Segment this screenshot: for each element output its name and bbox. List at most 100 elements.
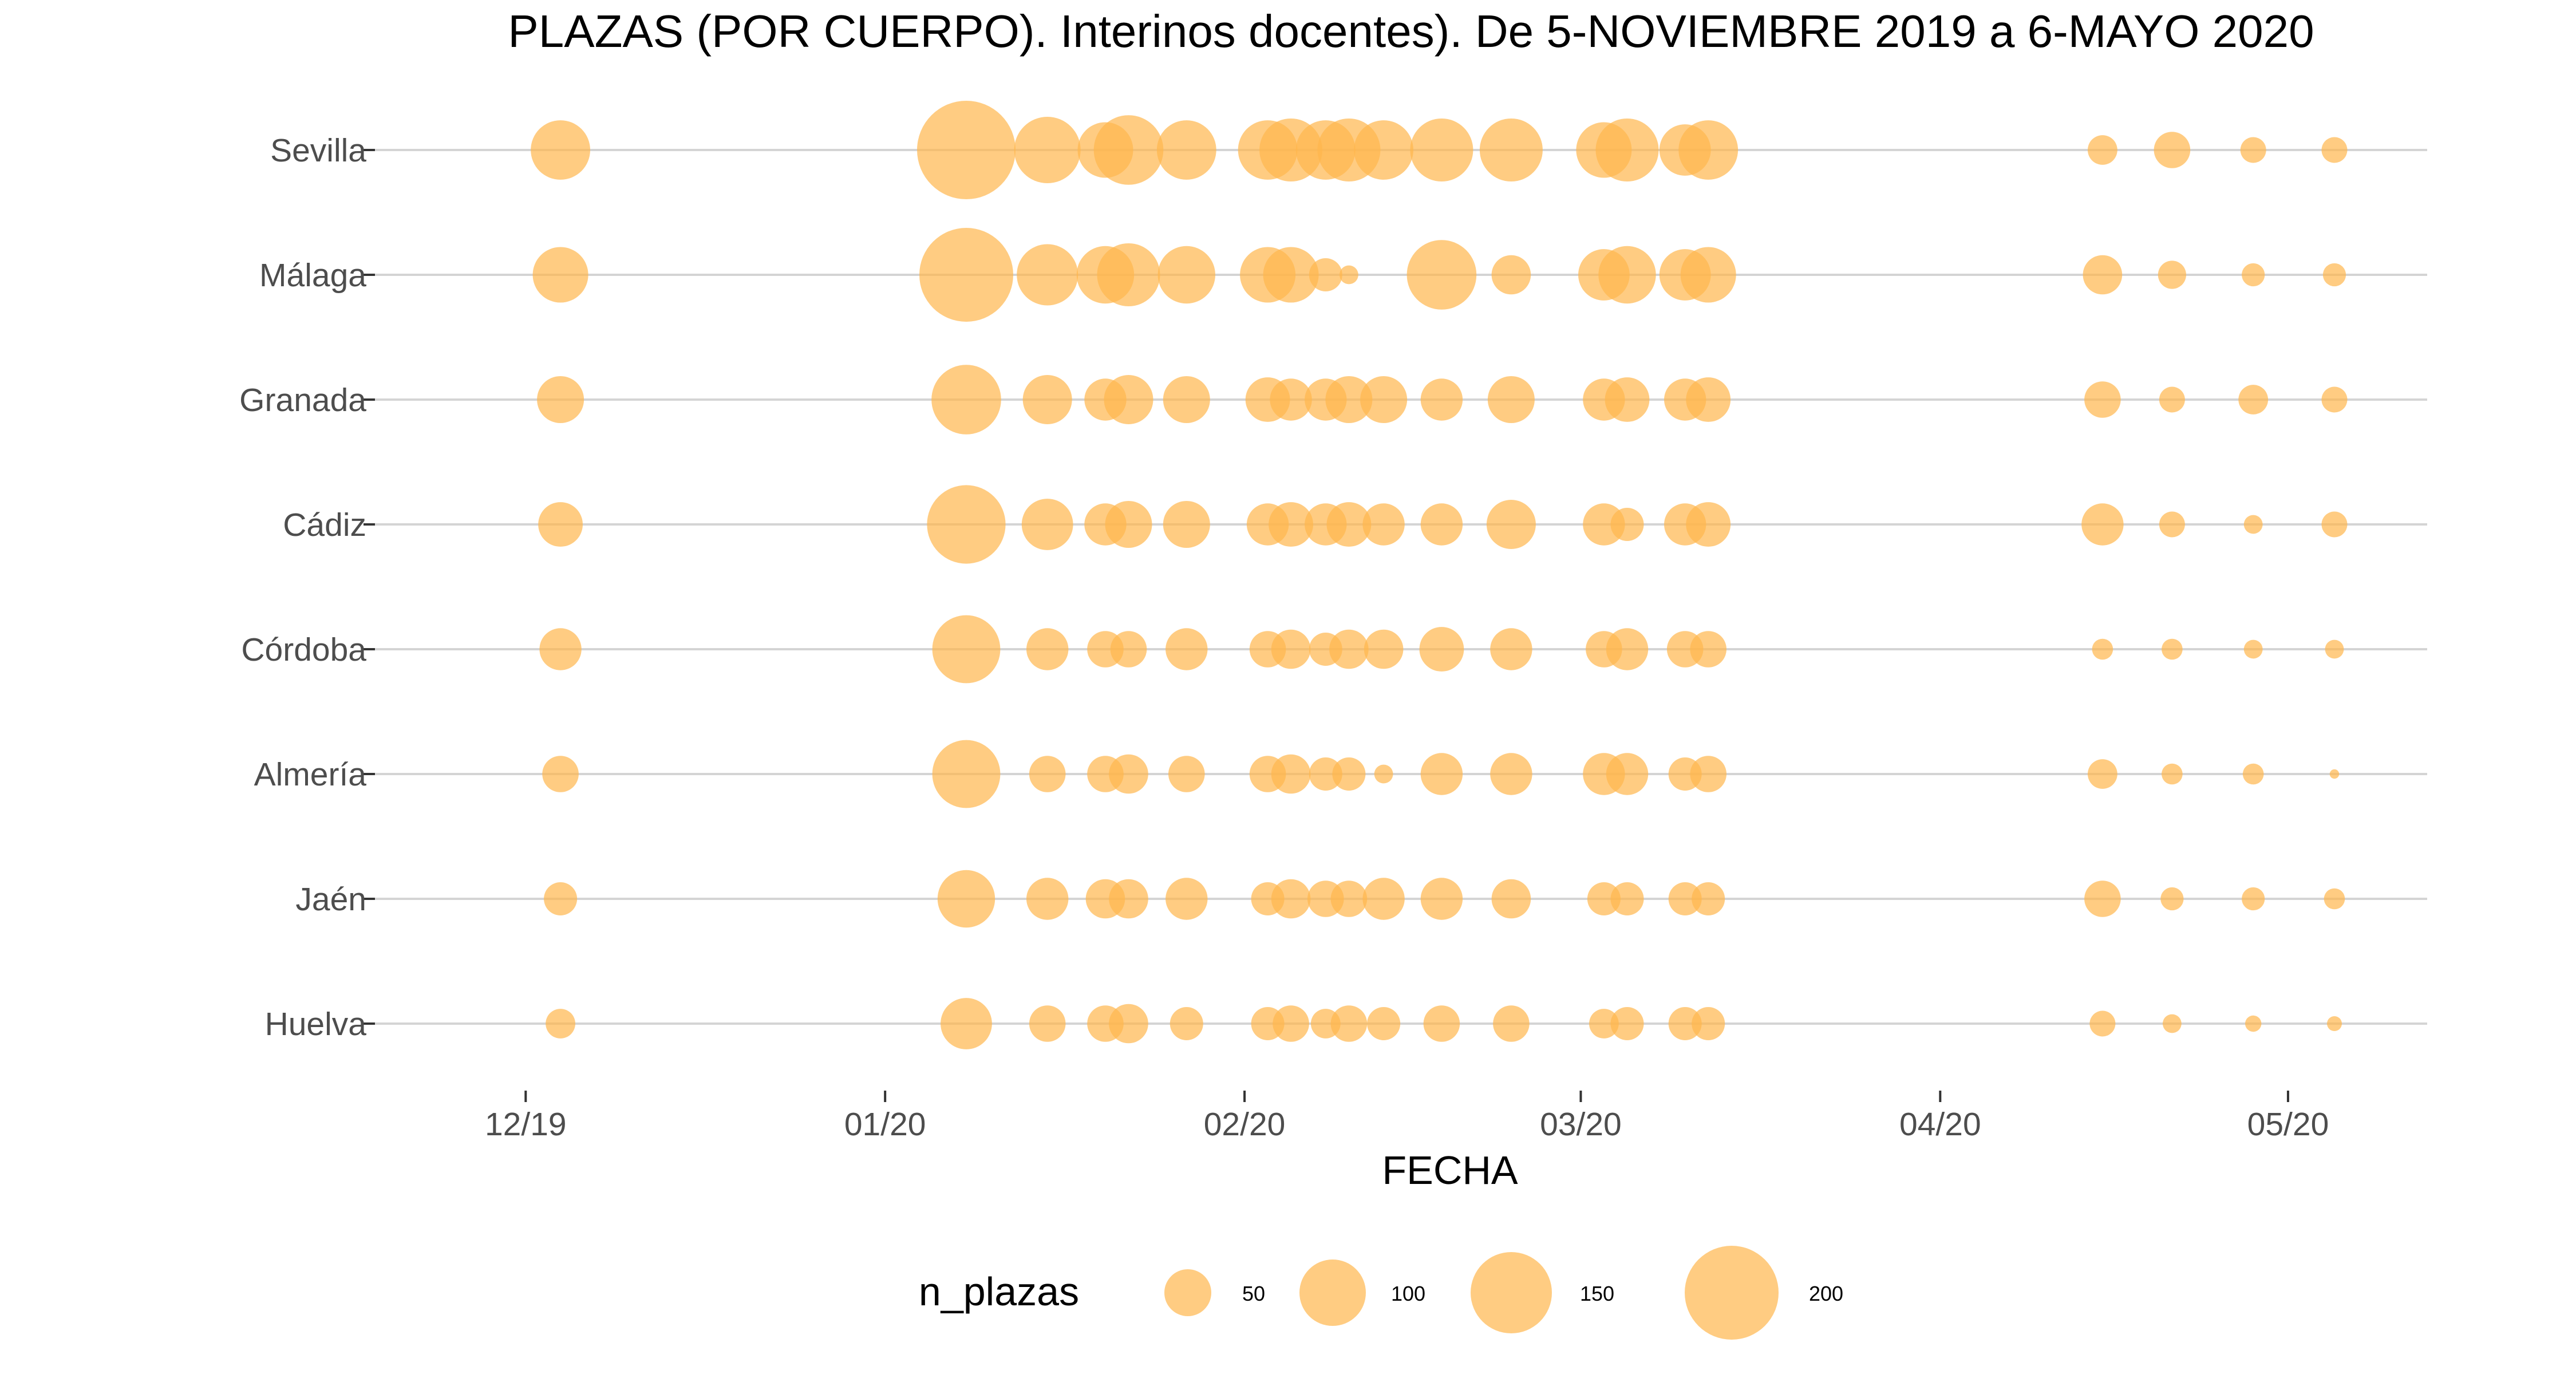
data-point-almeria [1332, 757, 1366, 791]
data-point-malaga [919, 228, 1013, 322]
data-point-jaen [1026, 878, 1069, 920]
data-point-granada [1605, 377, 1650, 422]
data-point-huelva [1668, 1007, 1702, 1040]
data-point-malaga [1340, 265, 1358, 285]
data-point-jaen [937, 870, 995, 928]
data-point-cadiz [1326, 502, 1372, 547]
data-point-malaga [1309, 258, 1342, 291]
data-point-cadiz [1105, 501, 1152, 548]
data-point-cordoba [2243, 639, 2263, 659]
data-point-sevilla [2088, 135, 2117, 165]
data-point-jaen [544, 882, 578, 915]
data-point-cordoba [1165, 628, 1208, 670]
data-point-sevilla [1678, 120, 1739, 180]
data-point-jaen [1362, 878, 1405, 920]
data-point-huelva [1493, 1005, 1530, 1042]
data-point-huelva [1367, 1007, 1401, 1040]
data-point-malaga [2158, 260, 2186, 289]
data-point-malaga [1097, 243, 1160, 306]
data-point-huelva [2163, 1014, 2182, 1033]
data-point-jaen [1330, 881, 1368, 917]
data-point-granada [2084, 381, 2121, 418]
data-point-jaen [2242, 887, 2265, 911]
legend-title: n_plazas [919, 1269, 1079, 1314]
legend-bubble [1299, 1260, 1366, 1326]
data-point-cordoba [1490, 628, 1532, 670]
y-axis: Sevilla Málaga Granada Cádiz Córdoba Almería J… [239, 132, 375, 1043]
data-point-malaga [1017, 244, 1078, 306]
data-point-cadiz [1610, 508, 1644, 541]
data-point-granada [1686, 377, 1731, 422]
x-tick-label: 01/20 [844, 1106, 926, 1143]
x-tick-label: 05/20 [2247, 1106, 2329, 1143]
y-tick-label-granada: Granada [239, 382, 366, 418]
data-point-malaga [2083, 255, 2123, 295]
data-point-sevilla [1354, 120, 1414, 180]
data-point-jaen [1668, 882, 1702, 915]
legend-label: 150 [1580, 1282, 1614, 1305]
data-point-cordoba [1271, 629, 1311, 669]
data-point-cadiz [2243, 515, 2263, 534]
x-tick-label: 04/20 [1899, 1106, 1981, 1143]
data-point-cadiz [927, 485, 1006, 564]
y-tick-label-cadiz: Cádiz [283, 507, 366, 543]
data-point-sevilla [1479, 119, 1543, 181]
legend-label: 50 [1242, 1282, 1265, 1305]
data-point-cadiz [2081, 503, 2124, 546]
data-point-malaga [532, 247, 588, 303]
data-point-almeria [2329, 769, 2340, 779]
legend-bubble [1471, 1252, 1552, 1333]
data-point-almeria [1271, 754, 1311, 794]
data-point-cadiz [1686, 502, 1731, 547]
data-point-huelva [1273, 1005, 1309, 1042]
y-tick-label-malaga: Málaga [259, 257, 366, 294]
y-tick-label-jaen: Jaén [295, 881, 366, 918]
data-point-almeria [1029, 756, 1066, 792]
data-point-granada [1104, 375, 1153, 424]
data-point-almeria [1490, 753, 1532, 795]
data-point-huelva [546, 1009, 575, 1039]
data-point-almeria [542, 756, 579, 792]
legend-label: 100 [1391, 1282, 1425, 1305]
x-axis: 12/19 01/20 02/20 03/20 04/20 05/20 [485, 1091, 2329, 1143]
data-point-jaen [2084, 881, 2121, 917]
data-point-huelva [1692, 1007, 1725, 1040]
data-point-sevilla [917, 101, 1016, 199]
data-point-huelva [2245, 1015, 2262, 1032]
data-point-cordoba [1690, 631, 1726, 668]
data-point-sevilla [1156, 120, 1216, 180]
data-point-cadiz [2321, 511, 2348, 538]
data-point-jaen [1587, 882, 1621, 915]
data-point-granada [1022, 375, 1072, 424]
data-point-cadiz [1269, 502, 1314, 547]
data-point-cordoba [1606, 628, 1649, 670]
data-point-granada [2159, 386, 2185, 413]
legend-label: 200 [1809, 1282, 1843, 1305]
data-point-huelva [1423, 1005, 1460, 1042]
data-point-jaen [1610, 882, 1644, 915]
data-point-jaen [2324, 888, 2345, 910]
data-point-granada [2238, 385, 2269, 414]
data-point-cadiz [1486, 500, 1536, 549]
data-point-sevilla [2240, 137, 2266, 163]
chart-title: PLAZAS (POR CUERPO). Interinos docentes)… [508, 6, 2314, 57]
data-point-jaen [2160, 887, 2184, 911]
data-point-malaga [1598, 246, 1656, 304]
data-point-huelva [2089, 1010, 2116, 1037]
data-point-granada [1163, 376, 1210, 423]
y-tick-label-almeria: Almería [254, 756, 367, 793]
data-point-cordoba [1329, 629, 1369, 669]
data-point-huelva [941, 998, 992, 1049]
data-point-cadiz [538, 502, 583, 547]
data-point-cordoba [1026, 628, 1069, 670]
data-point-almeria [2162, 763, 2183, 785]
data-point-almeria [1374, 764, 1393, 784]
data-point-huelva [1029, 1005, 1066, 1042]
data-point-granada [1360, 376, 1408, 423]
data-point-huelva [1109, 1004, 1148, 1044]
data-point-jaen [1165, 878, 1208, 920]
data-point-cadiz [1420, 503, 1463, 546]
y-tick-label-huelva: Huelva [265, 1006, 367, 1043]
data-point-granada [1487, 376, 1535, 423]
